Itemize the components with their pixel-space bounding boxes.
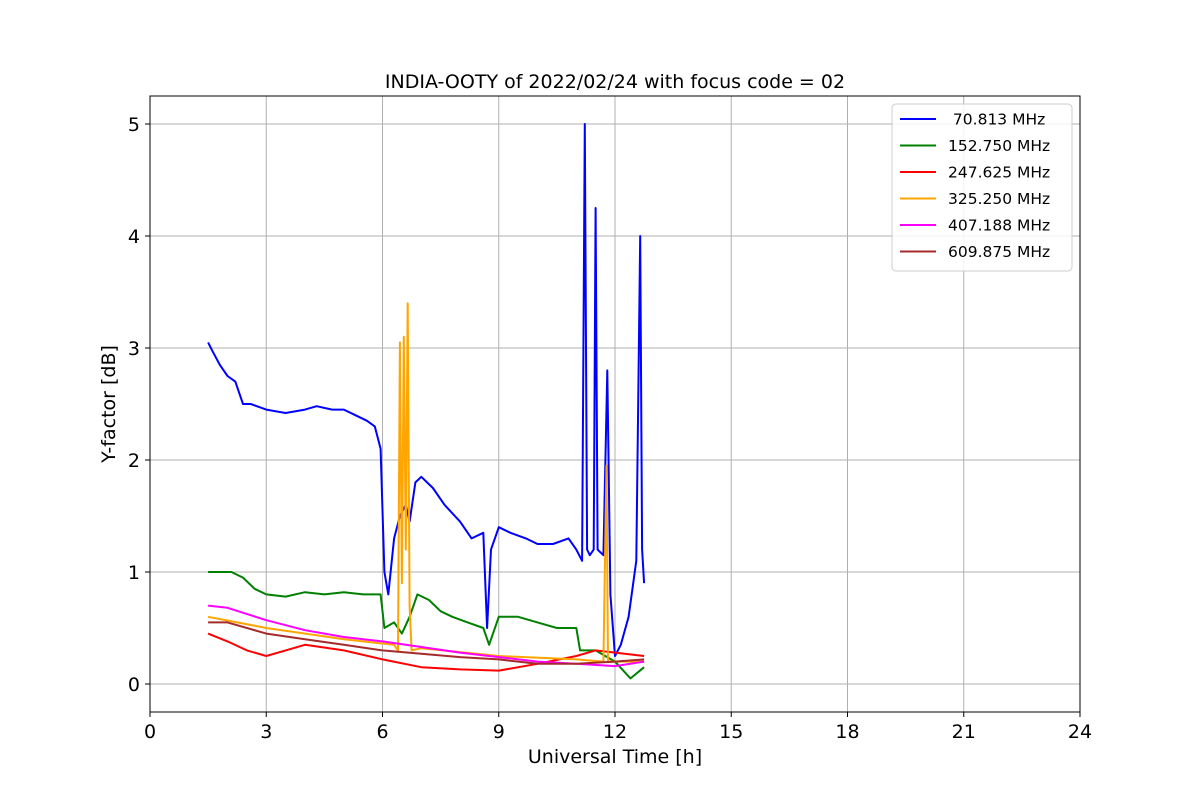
x-tick-label: 21	[952, 721, 976, 743]
legend-box	[891, 103, 1073, 272]
chart-title: INDIA-OOTY of 2022/02/24 with focus code…	[385, 71, 845, 93]
legend-label-1: 152.750 MHz	[948, 137, 1050, 155]
legend-label-3: 325.250 MHz	[948, 190, 1050, 208]
y-tick-label: 5	[128, 114, 140, 136]
series-line-3	[207, 302, 645, 663]
legend-label-0: 70.813 MHz	[948, 111, 1045, 129]
legend-label-2: 247.625 MHz	[948, 164, 1050, 182]
x-tick-label: 12	[603, 721, 627, 743]
series-line-1	[208, 571, 645, 680]
y-tick-label: 1	[128, 562, 140, 584]
legend-label-4: 407.188 MHz	[948, 217, 1050, 235]
y-tick-label: 3	[128, 338, 140, 360]
series-line-0	[207, 123, 646, 657]
x-tick-label: 15	[719, 721, 743, 743]
legend: 70.813 MHz 152.750 MHz 247.625 MHz 325.250 …	[891, 103, 1073, 272]
x-tick-label: 24	[1068, 721, 1092, 743]
y-tick-label: 0	[128, 674, 140, 696]
series-line-2	[207, 632, 645, 672]
series-lines	[207, 123, 646, 680]
x-axis-label: Universal Time [h]	[528, 746, 702, 768]
x-tick-label: 6	[376, 721, 388, 743]
x-tick-label: 9	[493, 721, 505, 743]
y-tick-label: 2	[128, 450, 140, 472]
x-tick-label: 0	[144, 721, 156, 743]
series-line-5	[208, 621, 645, 665]
legend-label-5: 609.875 MHz	[948, 243, 1050, 261]
x-tick-label: 18	[835, 721, 859, 743]
y-axis-label: Y-factor [dB]	[98, 345, 120, 464]
x-tick-label: 3	[260, 721, 272, 743]
y-tick-label: 4	[128, 226, 140, 248]
